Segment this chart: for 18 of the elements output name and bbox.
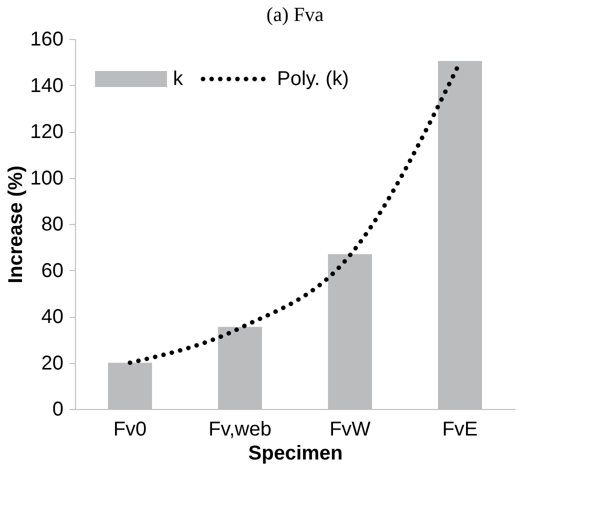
x-tick-label: FvE (442, 418, 478, 440)
y-tick-label: 60 (41, 260, 64, 282)
legend-label: Poly. (k) (277, 68, 349, 90)
x-tick-label: FvW (329, 418, 371, 440)
y-tick-label: 20 (41, 352, 64, 374)
y-axis-title: Increase (%) (5, 166, 28, 284)
y-tick-label: 40 (41, 306, 64, 328)
y-tick-label: 120 (30, 121, 64, 143)
y-tick-label: 160 (30, 28, 64, 50)
x-tick-label: Fv,web (208, 418, 272, 440)
x-tick-label: Fv0 (113, 418, 147, 440)
y-tick-label: 80 (41, 214, 64, 236)
y-tick-label: 0 (52, 398, 64, 420)
legend-label: k (173, 68, 184, 90)
x-axis-title: Specimen (248, 442, 343, 464)
y-tick-label: 140 (30, 74, 64, 97)
y-tick-label: 100 (30, 167, 64, 190)
chart-title: (a) Fva (266, 4, 324, 26)
